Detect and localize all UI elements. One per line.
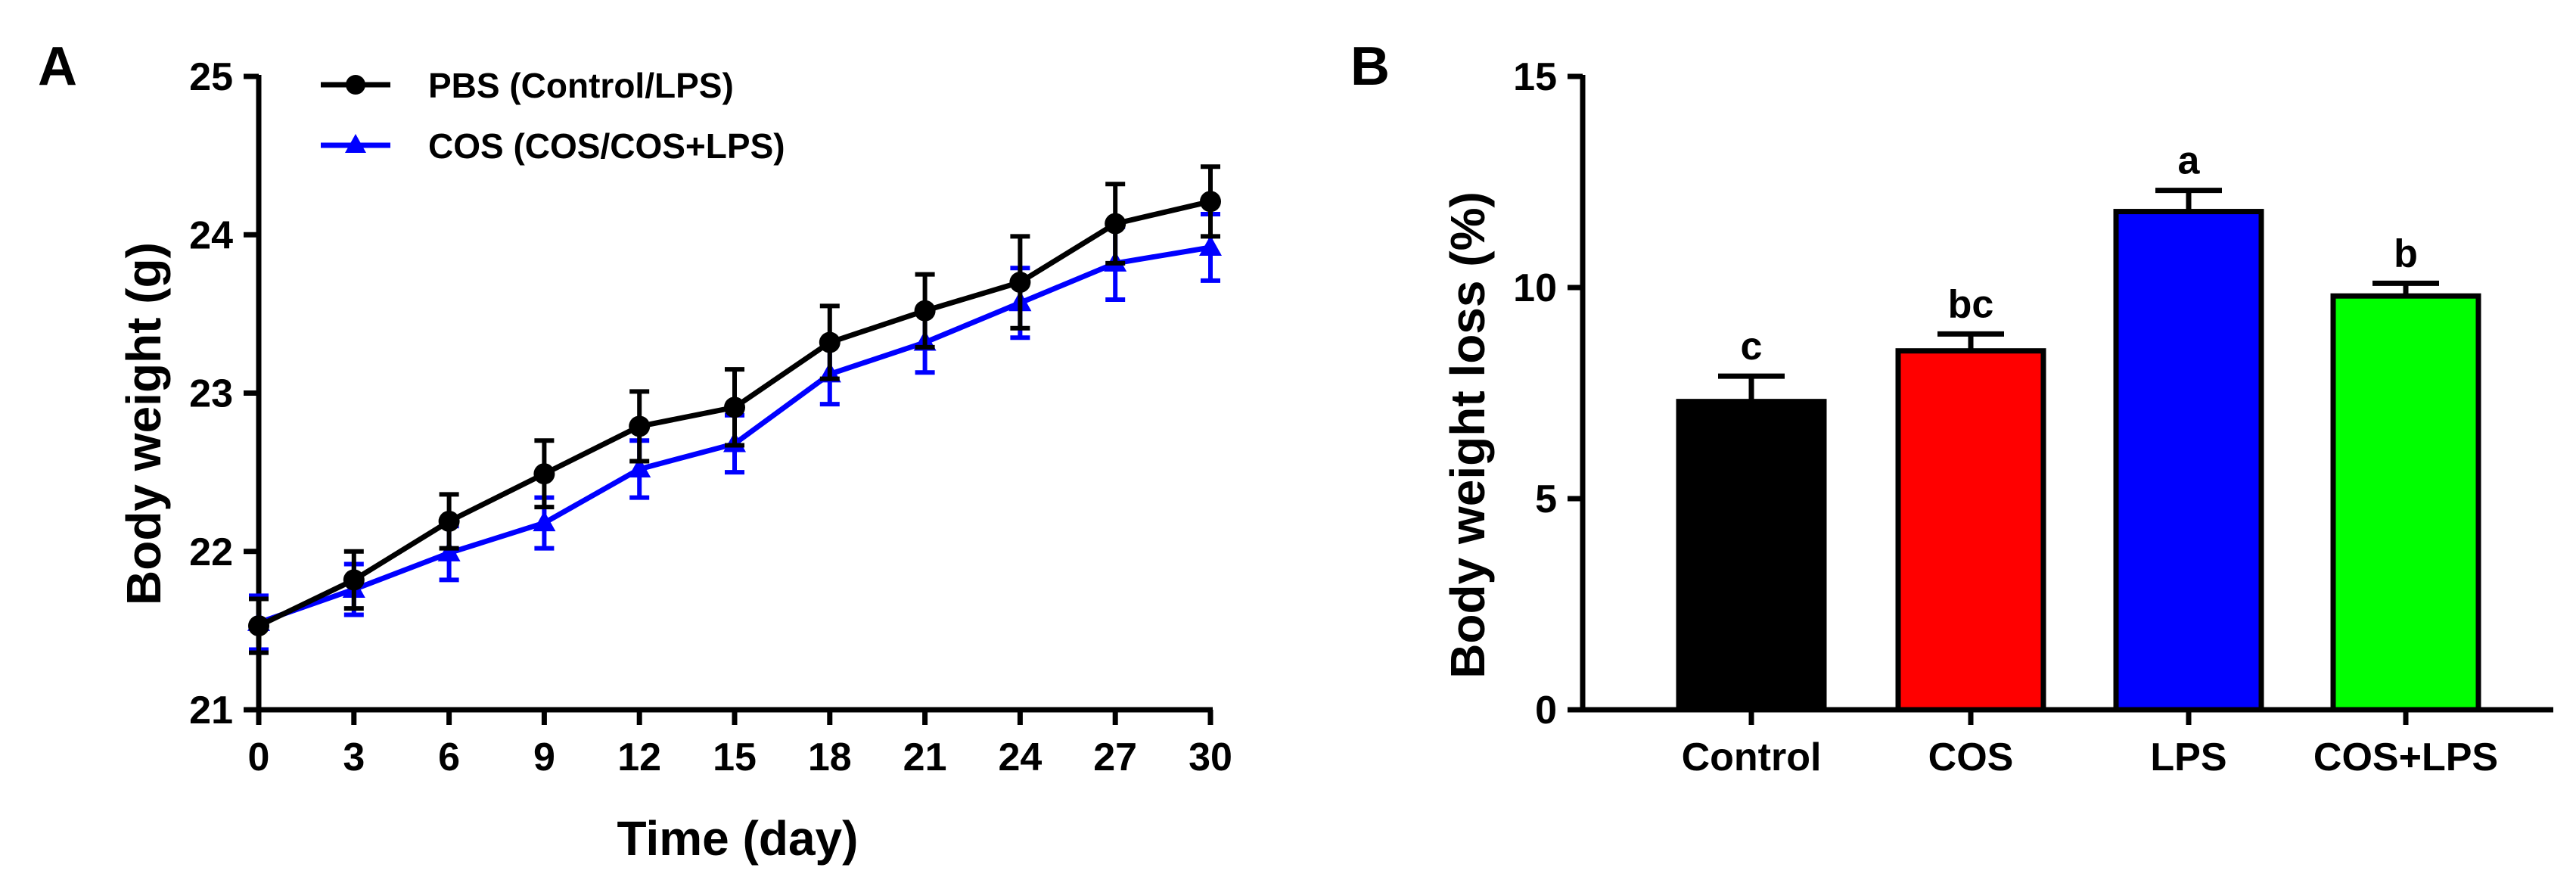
series-pbs (248, 164, 1221, 655)
data-point (437, 540, 461, 561)
panel-a-y-ticks: 21 22 23 24 25 (189, 55, 259, 732)
panel-a-x-tick-label: 21 (903, 735, 947, 779)
data-point (533, 463, 555, 485)
data-point (1009, 272, 1031, 294)
panel-b-x-tick-label: COS (1928, 735, 2014, 779)
panel-a-y-axis-title: Body weight (g) (117, 242, 171, 605)
significance-label: bc (1948, 282, 1994, 326)
panel-b-x-tick-label: COS+LPS (2313, 735, 2498, 779)
legend-cos-label: COS (COS/COS+LPS) (428, 126, 785, 166)
bar-control (1676, 399, 1827, 713)
panel-b-x-tick-label: LPS (2150, 735, 2226, 779)
panel-b-y-axis-title: Body weight loss (%) (1440, 191, 1495, 679)
data-point (914, 300, 936, 322)
significance-label: a (2178, 139, 2201, 183)
panel-a-x-tick-label: 30 (1189, 735, 1232, 779)
panel-a-x-tick-label: 3 (343, 735, 365, 779)
panel-b-x-ticks: Control COS LPS COS+LPS (1682, 710, 2498, 779)
data-point (1200, 191, 1221, 213)
data-point (724, 396, 745, 418)
panel-a-y-tick-label: 23 (189, 372, 233, 416)
panel-b-y-tick-label: 15 (1513, 55, 1557, 99)
data-point (628, 456, 651, 477)
panel-a-x-ticks: 0 3 6 9 12 15 18 21 24 27 30 (248, 710, 1232, 779)
panel-a-x-tick-label: 12 (617, 735, 661, 779)
significance-label: b (2394, 232, 2418, 275)
panel-a-x-tick-label: 18 (808, 735, 852, 779)
panel-a: A 21 22 23 24 25 0 3 6 9 12 15 18 21 24 27 30 Body wei… (38, 36, 1232, 866)
panel-a-series (247, 164, 1222, 655)
panel-a-y-tick-label: 25 (189, 55, 233, 99)
panel-a-y-tick-label: 24 (189, 213, 233, 257)
panel-a-legend: PBS (Control/LPS) COS (COS/COS+LPS) (321, 66, 785, 166)
panel-b: B 0 5 10 15 c bc a b Control COS LPS COS+LPS Body… (1350, 36, 2553, 779)
data-point (819, 331, 841, 353)
bar-lps (2113, 209, 2264, 713)
panel-b-x-tick-label: Control (1682, 735, 1822, 779)
legend-pbs-marker (346, 75, 365, 95)
bar-cos-lps (2330, 293, 2481, 713)
panel-b-bars: c bc a b (1676, 139, 2481, 713)
significance-label: c (1741, 325, 1763, 368)
data-point (533, 511, 556, 532)
panel-b-y-tick-label: 10 (1513, 266, 1557, 310)
bar-cos (1895, 348, 2046, 713)
panel-a-letter: A (38, 36, 77, 97)
data-point (1199, 235, 1222, 256)
panel-a-y-tick-label: 21 (189, 689, 233, 732)
data-point (438, 510, 460, 532)
panel-b-y-ticks: 0 5 10 15 (1513, 55, 1583, 732)
data-point (248, 615, 269, 637)
panel-a-x-tick-label: 24 (998, 735, 1042, 779)
panel-a-x-tick-label: 0 (248, 735, 270, 779)
legend-cos-marker (345, 134, 366, 153)
panel-b-letter: B (1350, 36, 1390, 97)
legend-pbs-label: PBS (Control/LPS) (428, 66, 734, 105)
panel-b-y-tick-label: 0 (1535, 689, 1557, 732)
panel-a-x-tick-label: 27 (1093, 735, 1137, 779)
data-point (1105, 213, 1126, 235)
panel-a-x-tick-label: 15 (713, 735, 757, 779)
panel-a-x-axis-title: Time (day) (617, 811, 859, 866)
data-point (343, 569, 365, 591)
panel-b-y-tick-label: 5 (1535, 477, 1557, 521)
panel-a-x-tick-label: 6 (438, 735, 460, 779)
panel-a-y-tick-label: 22 (189, 530, 233, 574)
data-point (629, 415, 651, 437)
panel-a-x-tick-label: 9 (533, 735, 555, 779)
